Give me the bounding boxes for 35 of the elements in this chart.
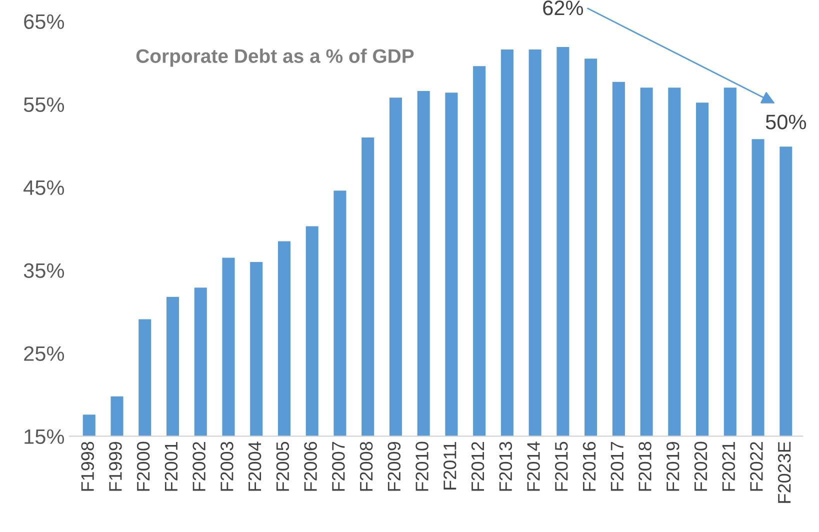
x-tick-label: F2022 bbox=[750, 442, 763, 491]
y-tick-label: 35% bbox=[24, 263, 64, 278]
x-tick-label: F2000 bbox=[136, 442, 150, 491]
x-tick-label: F2019 bbox=[666, 442, 680, 491]
y-tick-label: 25% bbox=[24, 346, 64, 361]
x-tick-label: F2005 bbox=[276, 442, 290, 491]
x-tick-label: F2010 bbox=[416, 442, 428, 491]
text: Corporate Debt as a % of GDP bbox=[136, 48, 414, 67]
y-tick-label: 55% bbox=[24, 97, 64, 112]
x-tick-label: F1999 bbox=[109, 442, 122, 491]
x-tick-label: F2013 bbox=[499, 442, 512, 491]
x-tick-label: F2012 bbox=[471, 442, 484, 491]
x-tick-label: F2014 bbox=[527, 442, 540, 491]
annotation: 62% bbox=[543, 0, 584, 16]
x-tick-label: F2016 bbox=[582, 442, 596, 491]
x-tick-label: F2006 bbox=[304, 442, 317, 491]
annotation: 50% bbox=[766, 114, 806, 130]
x-tick-label: F2020 bbox=[694, 442, 708, 491]
x-tick-label: F2023E bbox=[778, 442, 791, 503]
y-tick-label: 65% bbox=[24, 14, 64, 30]
x-tick-label: F2004 bbox=[248, 442, 262, 491]
x-tick-label: F2009 bbox=[388, 442, 401, 491]
x-tick-label: F2007 bbox=[332, 442, 345, 491]
y-tick-label: 15% bbox=[24, 429, 64, 444]
x-tick-label: F2021 bbox=[722, 442, 736, 491]
x-tick-label: F2001 bbox=[164, 442, 178, 491]
x-tick-label: F2002 bbox=[192, 442, 206, 491]
x-tick-label: F2015 bbox=[554, 442, 568, 491]
x-tick-label: F2017 bbox=[610, 442, 624, 491]
x-tick-label: F2003 bbox=[220, 442, 234, 491]
x-tick-label: F2008 bbox=[360, 442, 373, 491]
x-tick-label: F2018 bbox=[638, 442, 652, 491]
x-tick-label: F2011 bbox=[444, 442, 456, 490]
y-tick-label: 45% bbox=[24, 180, 64, 196]
x-tick-label: F1998 bbox=[81, 442, 94, 491]
